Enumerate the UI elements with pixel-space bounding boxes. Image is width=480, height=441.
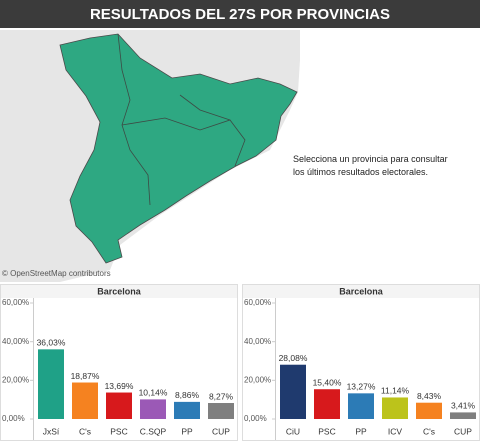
- map-instruction: los últimos resultados electorales.: [293, 167, 428, 177]
- x-tick-label: PSC: [110, 426, 127, 436]
- bar: [208, 403, 234, 419]
- value-label: 8,27%: [209, 391, 234, 401]
- catalonia[interactable]: [59, 33, 298, 264]
- value-label: 11,14%: [381, 386, 410, 396]
- x-tick-label: CiU: [286, 426, 300, 436]
- value-label: 18,87%: [71, 371, 100, 381]
- value-label: 13,27%: [347, 382, 376, 392]
- x-tick-label: PSC: [318, 426, 335, 436]
- chart-header-bg: [1, 285, 237, 298]
- value-label: 28,08%: [279, 353, 308, 363]
- value-label: 3,41%: [451, 401, 476, 411]
- map-attribution: © OpenStreetMap contributors: [2, 269, 111, 278]
- province-border: [179, 94, 231, 121]
- x-tick-label: CUP: [212, 426, 230, 436]
- value-label: 8,86%: [175, 390, 200, 400]
- y-tick-label: 60,00%: [244, 298, 271, 307]
- value-label: 13,69%: [105, 381, 134, 391]
- page-title: RESULTADOS DEL 27S POR PROVINCIAS: [90, 6, 390, 23]
- y-tick-label: 20,00%: [244, 375, 271, 384]
- bar: [416, 402, 442, 419]
- bar: [174, 401, 200, 419]
- x-tick-label: JxSí: [43, 426, 60, 436]
- x-tick-label: PP: [181, 426, 193, 436]
- x-tick-label: C's: [79, 426, 91, 436]
- y-tick-label: 60,00%: [2, 298, 29, 307]
- bar: [348, 393, 374, 419]
- bar: [314, 389, 340, 419]
- x-tick-label: CUP: [454, 426, 472, 436]
- chart-header-bg: [243, 285, 479, 298]
- bar: [140, 399, 166, 419]
- chart-title: Barcelona: [339, 286, 384, 296]
- map-instruction: Selecciona un provincia para consultar: [293, 154, 448, 164]
- x-tick-label: PP: [355, 426, 367, 436]
- bar: [38, 349, 64, 419]
- bar: [382, 397, 408, 419]
- bar: [450, 412, 476, 419]
- value-label: 10,14%: [139, 388, 168, 398]
- province-border: [121, 117, 246, 167]
- value-label: 36,03%: [37, 338, 66, 348]
- y-tick-label: 0,00%: [2, 414, 25, 423]
- value-label: 15,40%: [313, 377, 342, 387]
- x-tick-label: C's: [423, 426, 435, 436]
- x-tick-label: C.SQP: [140, 426, 167, 436]
- y-tick-label: 40,00%: [244, 337, 271, 346]
- value-label: 8,43%: [417, 391, 442, 401]
- bar: [106, 392, 132, 419]
- y-tick-label: 20,00%: [2, 375, 29, 384]
- y-tick-label: 40,00%: [2, 337, 29, 346]
- bar: [72, 382, 98, 419]
- chart-title: Barcelona: [97, 286, 142, 296]
- title-bar: [0, 0, 480, 28]
- bar: [280, 364, 306, 419]
- map[interactable]: [0, 30, 480, 282]
- x-tick-label: ICV: [388, 426, 403, 436]
- y-tick-label: 0,00%: [244, 414, 267, 423]
